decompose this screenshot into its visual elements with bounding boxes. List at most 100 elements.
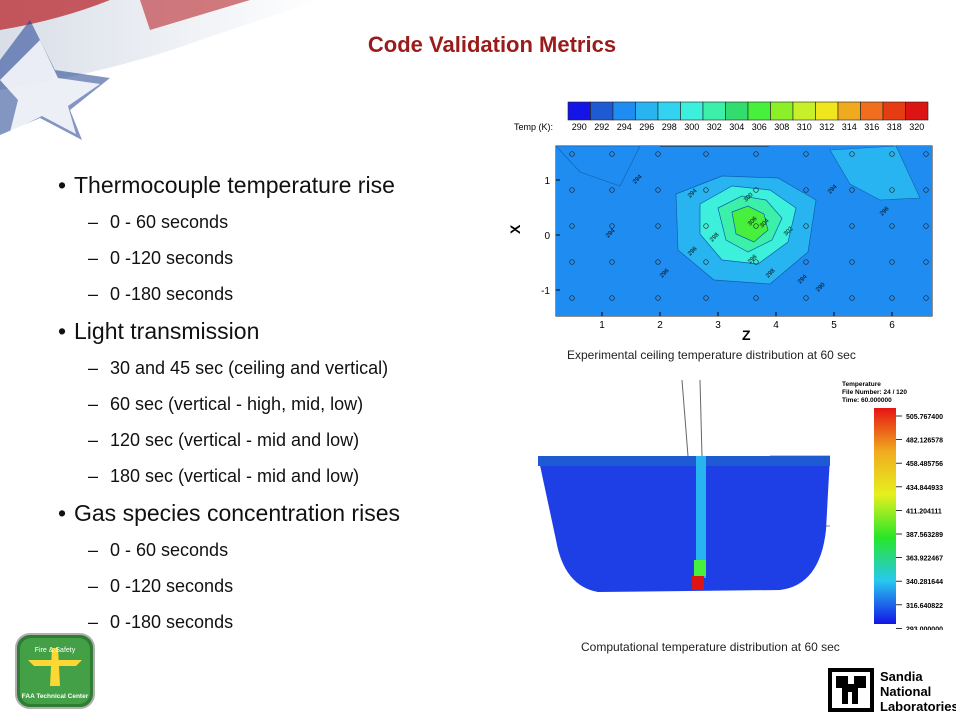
- sub-bullet-item: –0 -120 seconds: [88, 576, 234, 596]
- comp-legend-title: Temperature: [842, 381, 881, 388]
- contour-label: 296: [879, 206, 891, 218]
- legend-value: 308: [774, 122, 789, 132]
- sensor-point: [803, 151, 809, 157]
- legend-swatch: [612, 101, 636, 121]
- sensor-point: [849, 151, 855, 157]
- legend-value: 320: [909, 122, 924, 132]
- legend-value: 292: [594, 122, 609, 132]
- contour-level-292: [555, 145, 641, 187]
- sub-bullet-item: –0 -180 seconds: [88, 284, 234, 304]
- temp-legend-bar: [567, 101, 929, 121]
- contour-label: 302: [783, 226, 795, 238]
- comp-legend-values: 505.767400 482.126578 458.485756 434.844933…: [896, 414, 943, 630]
- sensor-point: [569, 223, 575, 229]
- sensor-point: [849, 223, 855, 229]
- contour-label: 294: [827, 184, 839, 196]
- sub-bullet-item: –0 - 60 seconds: [88, 540, 229, 560]
- temp-legend-values: 290 292 294 296 298 300 302 304 306 308 310 312 314 3…: [572, 122, 925, 132]
- legend-value: 314: [842, 122, 857, 132]
- bullet-text: Gas species concentration rises: [74, 500, 400, 526]
- contour-label: 294: [632, 174, 644, 186]
- comp-legend-value: 293.000000: [906, 626, 943, 630]
- comp-legend-value: 340.281644: [906, 579, 943, 586]
- contour-label: 294: [687, 188, 699, 200]
- sub-bullet-item: –120 sec (vertical - mid and low): [88, 430, 360, 450]
- legend-value: 300: [684, 122, 699, 132]
- legend-label: Temp (K):: [514, 122, 553, 132]
- sensor-point: [609, 223, 615, 229]
- computational-caption: Computational temperature distribution a…: [581, 640, 840, 654]
- sensor-point: [569, 151, 575, 157]
- cabin-top: [538, 456, 830, 466]
- legend-value: 294: [617, 122, 632, 132]
- y-tick-label: -1: [541, 286, 550, 297]
- sensor-point: [849, 295, 855, 301]
- sub-bullet-text: 0 -180 seconds: [110, 612, 234, 632]
- legend-swatch: [905, 101, 929, 121]
- sensor-points: [569, 151, 929, 301]
- legend-swatch: [815, 101, 839, 121]
- sensor-point: [923, 295, 929, 301]
- computational-figure: Temperature File Number: 24 / 120 Time: …: [538, 380, 943, 630]
- sub-bullet-item: –60 sec (vertical - high, mid, low): [88, 394, 364, 414]
- legend-swatch: [702, 101, 726, 121]
- faa-logo-text-top: Fire & Safety: [35, 647, 76, 654]
- contour-label: 294: [605, 228, 617, 240]
- sub-bullet-item: –30 and 45 sec (ceiling and vertical): [88, 358, 389, 378]
- sensor-point: [803, 259, 809, 265]
- comp-legend-file: File Number: 24 / 120: [842, 389, 907, 396]
- sensor-point: [609, 295, 615, 301]
- legend-swatch: [860, 101, 884, 121]
- sensor-point: [753, 151, 759, 157]
- contour-label: 304: [759, 218, 771, 230]
- sensor-point: [803, 187, 809, 193]
- faa-logo-text-bottom: FAA Technical Center: [22, 693, 89, 700]
- sensor-point: [923, 259, 929, 265]
- legend-value: 306: [752, 122, 767, 132]
- sub-bullet-text: 0 - 60 seconds: [110, 212, 229, 232]
- sub-bullet-text: 0 - 60 seconds: [110, 540, 229, 560]
- sub-bullet-text: 0 -120 seconds: [110, 248, 234, 268]
- legend-swatch: [680, 101, 704, 121]
- sensor-point: [569, 295, 575, 301]
- sensor-point: [889, 151, 895, 157]
- contour-level-296-right: [829, 145, 921, 201]
- sub-bullet-text: 180 sec (vertical - mid and low): [110, 466, 360, 486]
- sensor-point: [923, 151, 929, 157]
- sub-bullet-text: 30 and 45 sec (ceiling and vertical): [110, 358, 389, 378]
- legend-value: 318: [887, 122, 902, 132]
- contour-label: 296: [747, 254, 759, 266]
- sensor-point: [889, 259, 895, 265]
- slide-title: Code Validation Metrics: [367, 32, 617, 57]
- comp-legend-bar: [874, 408, 896, 624]
- legend-swatch: [882, 101, 906, 121]
- comp-legend-value: 316.640822: [906, 603, 943, 610]
- legend-swatch: [590, 101, 614, 121]
- contour-level-306: [731, 205, 769, 243]
- sensor-point: [569, 187, 575, 193]
- x-axis-label: Z: [742, 327, 751, 343]
- sensor-point: [803, 223, 809, 229]
- legend-swatch: [635, 101, 659, 121]
- faa-technical-center-logo: Fire & Safety FAA Technical Center: [15, 633, 95, 709]
- sub-bullet-item: –0 - 60 seconds: [88, 212, 229, 232]
- comp-legend-time: Time: 60.000000: [842, 397, 892, 404]
- y-ticks: 1 0 -1: [541, 176, 560, 297]
- contour-label: 298: [765, 268, 777, 280]
- contour-label: 296: [687, 246, 699, 258]
- contour-label: 300: [743, 192, 755, 204]
- sensor-point: [703, 295, 709, 301]
- x-tick-label: 1: [599, 320, 605, 331]
- legend-value: 298: [662, 122, 677, 132]
- experimental-caption: Experimental ceiling temperature distrib…: [567, 348, 856, 362]
- comp-legend-value: 363.922467: [906, 556, 943, 563]
- sensor-point: [753, 295, 759, 301]
- x-tick-label: 2: [657, 320, 663, 331]
- x-tick-label: 3: [715, 320, 721, 331]
- probe-line: [699, 380, 703, 457]
- sensor-point: [849, 259, 855, 265]
- legend-swatch: [657, 101, 681, 121]
- sub-bullet-text: 0 -120 seconds: [110, 576, 234, 596]
- legend-swatch: [747, 101, 771, 121]
